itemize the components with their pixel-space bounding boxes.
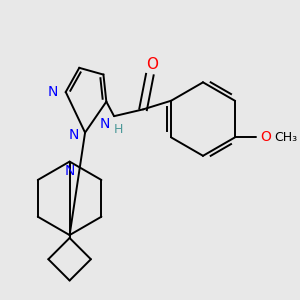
Text: N: N <box>69 128 79 142</box>
Text: N: N <box>64 164 75 178</box>
Text: H: H <box>113 123 123 136</box>
Text: N: N <box>100 117 110 131</box>
Text: O: O <box>260 130 271 144</box>
Text: CH₃: CH₃ <box>274 131 298 144</box>
Text: O: O <box>146 57 158 72</box>
Text: N: N <box>48 85 58 99</box>
